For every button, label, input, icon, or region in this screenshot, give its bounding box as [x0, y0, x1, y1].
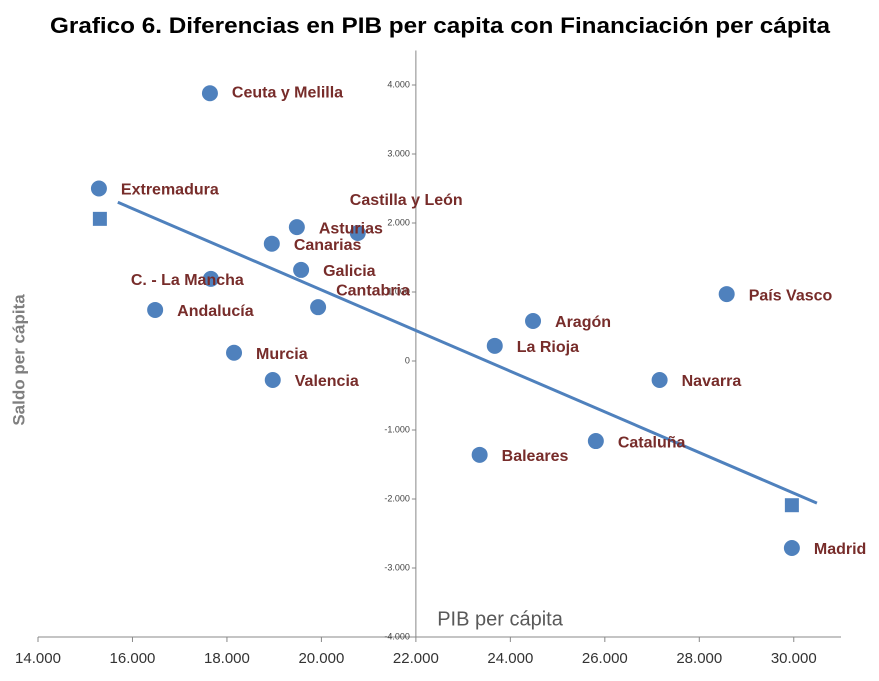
x-tick-label: 26.000	[582, 650, 628, 667]
point	[202, 270, 219, 287]
x-tick-label: 28.000	[676, 650, 722, 667]
x-tick-label: 20.000	[298, 650, 344, 667]
y-tick-label: -1.000	[384, 424, 410, 434]
point	[651, 371, 668, 388]
point-label: Andalucía	[177, 303, 254, 320]
point	[293, 261, 310, 278]
y-axis-title: Saldo per cápita	[9, 294, 28, 426]
point	[310, 299, 327, 316]
y-tick-label: 3.000	[387, 148, 410, 158]
y-tick-label: -4.000	[384, 631, 410, 641]
point-label: Baleares	[502, 448, 569, 465]
point-label: Ceuta y Melilla	[232, 84, 343, 101]
point-label: Canarias	[294, 237, 362, 254]
square-marker	[92, 211, 107, 226]
point	[587, 433, 604, 450]
y-tick-label: 4.000	[387, 79, 410, 89]
point	[349, 225, 366, 242]
point-label: Cataluña	[618, 434, 686, 451]
point-label: C. - La Mancha	[131, 272, 244, 289]
point	[783, 539, 800, 556]
x-tick-label: 16.000	[110, 650, 156, 667]
point	[288, 219, 305, 236]
square-marker	[784, 498, 799, 513]
point-label: Aragón	[555, 314, 611, 331]
point-label: Extremadura	[121, 182, 219, 199]
point-label: Castilla y León	[350, 192, 463, 209]
point-label: La Rioja	[517, 339, 579, 356]
chart-title: Grafico 6. Diferencias en PIB per capita…	[50, 13, 831, 38]
point	[264, 371, 281, 388]
y-tick-label: -2.000	[384, 493, 410, 503]
point	[486, 337, 503, 354]
x-tick-label: 22.000	[393, 650, 439, 667]
y-tick-label: 1.000	[387, 286, 410, 296]
x-tick-label: 18.000	[204, 650, 250, 667]
x-tick-label: 14.000	[15, 650, 61, 667]
y-tick-label: 2.000	[387, 217, 410, 227]
x-tick-label: 24.000	[487, 650, 533, 667]
point	[90, 180, 107, 197]
point	[201, 85, 218, 102]
point-label: Cantabria	[336, 282, 410, 299]
trend-line	[117, 200, 818, 505]
point-label: Navarra	[682, 373, 742, 390]
point-label: Galicia	[323, 263, 376, 280]
x-axis-title: PIB per cápita	[437, 608, 564, 630]
point-label: País Vasco	[749, 287, 833, 304]
point-label: Murcia	[256, 346, 308, 363]
point	[718, 286, 735, 303]
point-label: Valencia	[295, 373, 359, 390]
point	[263, 235, 280, 252]
point	[525, 312, 542, 329]
point	[147, 301, 164, 318]
y-tick-label: 0	[405, 355, 410, 365]
x-tick-label: 30.000	[771, 650, 817, 667]
point	[471, 446, 488, 463]
point	[226, 344, 243, 361]
y-tick-label: -3.000	[384, 562, 410, 572]
point-label: Madrid	[814, 541, 866, 558]
point-label: Asturias	[319, 220, 383, 237]
